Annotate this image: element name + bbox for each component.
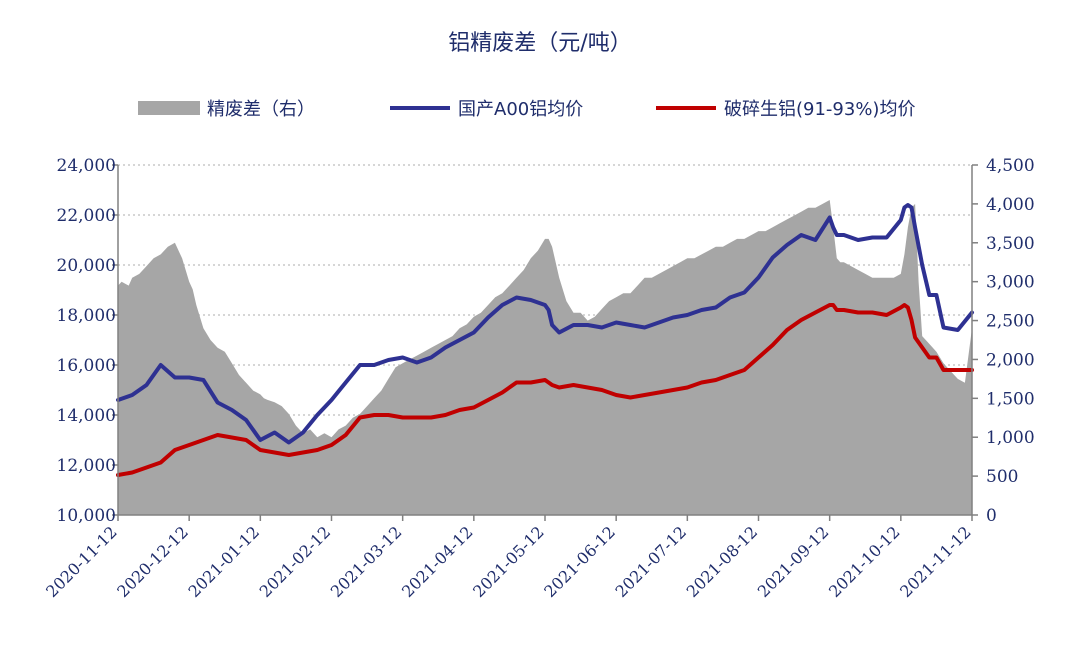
legend-label-a00: 国产A00铝均价 (458, 99, 583, 120)
series-line-a00 (116, 203, 974, 445)
legend: 精废差（右） 国产A00铝均价 破碎生铝(91-93%)均价 (138, 99, 915, 120)
series-area-spread (118, 200, 972, 515)
right-tick-label-8: 4,000 (986, 195, 1035, 215)
x-tick-label-10: 2021-09-12 (754, 522, 833, 601)
right-tick-label-0: 0 (986, 506, 997, 526)
legend-label-spread: 精废差（右） (207, 99, 315, 120)
left-tick-label-7: 24,000 (57, 156, 116, 176)
legend-label-scrap: 破碎生铝(91-93%)均价 (724, 99, 915, 120)
right-tick-label-6: 3,000 (986, 273, 1035, 293)
right-axis-ticks: 0 500 1,000 1,500 2,000 2,500 3,000 3,500 4,000 4… (972, 156, 1035, 526)
x-tick-label-5: 2021-04-12 (398, 522, 477, 601)
legend-swatch-spread (138, 101, 200, 115)
x-tick-label-7: 2021-06-12 (540, 522, 619, 601)
right-tick-label-7: 3,500 (986, 234, 1035, 254)
x-tick-label-0: 2020-11-12 (42, 522, 121, 601)
right-tick-label-5: 2,500 (986, 312, 1035, 332)
chart-title: 铝精废差（元/吨） (448, 31, 631, 56)
left-tick-label-6: 22,000 (57, 206, 116, 226)
spread-area-layer (118, 200, 972, 515)
series-line-scrap (116, 303, 974, 477)
right-tick-label-4: 2,000 (986, 350, 1035, 370)
left-axis-ticks: 10,000 12,000 14,000 16,000 18,000 20,000 22,0… (57, 156, 118, 526)
left-tick-label-4: 18,000 (57, 306, 116, 326)
x-tick-label-2: 2021-01-12 (184, 522, 263, 601)
left-tick-label-1: 12,000 (57, 456, 116, 476)
right-tick-label-1: 500 (986, 467, 1018, 487)
x-tick-label-1: 2020-12-12 (113, 522, 192, 601)
left-tick-label-0: 10,000 (57, 506, 116, 526)
right-tick-label-3: 1,500 (986, 389, 1035, 409)
x-tick-label-3: 2021-02-12 (256, 522, 335, 601)
x-tick-label-6: 2021-05-12 (469, 522, 548, 601)
x-tick-label-4: 2021-03-12 (327, 522, 406, 601)
x-tick-label-8: 2021-07-12 (611, 522, 690, 601)
right-tick-label-2: 1,000 (986, 428, 1035, 448)
left-tick-label-3: 16,000 (57, 356, 116, 376)
x-axis-ticks: 2020-11-122020-12-122021-01-122021-02-12… (42, 515, 975, 601)
price-lines-layer (116, 203, 974, 477)
x-tick-label-12: 2021-11-12 (896, 522, 975, 601)
x-tick-label-9: 2021-08-12 (683, 522, 762, 601)
x-tick-label-11: 2021-10-12 (825, 522, 904, 601)
left-tick-label-2: 14,000 (57, 406, 116, 426)
left-tick-label-5: 20,000 (57, 256, 116, 276)
right-tick-label-9: 4,500 (986, 156, 1035, 176)
